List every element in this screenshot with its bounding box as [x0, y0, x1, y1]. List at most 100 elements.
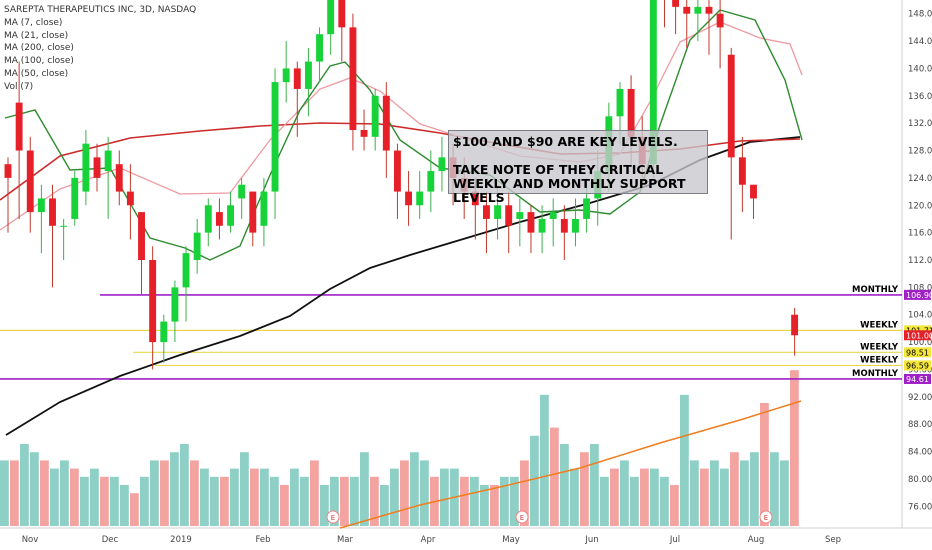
volume-bar [180, 444, 189, 526]
level-tag-text: 94.61 [906, 375, 929, 384]
chart-title: SAREPTA THERAPEUTICS INC, 3D, NASDAQ [4, 5, 197, 15]
y-tick-label: 148.00 [908, 10, 932, 20]
y-tick-label: 112.00 [908, 256, 932, 266]
candle-body [171, 287, 179, 322]
legend-ma7: MA (7, close) [4, 17, 63, 28]
volume-bar [220, 476, 229, 526]
y-tick-label: 128.00 [908, 147, 932, 157]
volume-bar [190, 460, 199, 526]
earnings-label: E [331, 514, 335, 522]
y-tick-label: 144.00 [908, 37, 932, 47]
y-tick-label: 84.00 [908, 448, 932, 458]
earnings-marker [326, 510, 340, 524]
level-label: WEEKLY [860, 320, 899, 330]
current-price-tag [904, 330, 931, 341]
candle-body [416, 191, 424, 206]
volume-bar [590, 444, 599, 526]
volume-bar [260, 468, 269, 526]
candle-body [282, 68, 290, 83]
volume-bar [720, 468, 729, 526]
candle-body [349, 27, 357, 130]
legend-ma50: MA (50, close) [4, 68, 69, 79]
candle-body [750, 184, 757, 199]
candle-body [26, 150, 34, 213]
candle-body [215, 212, 223, 226]
candle-body [705, 6, 713, 14]
candle-body [193, 232, 201, 260]
level-tag [904, 347, 931, 358]
y-tick-label: 80.00 [908, 475, 932, 485]
volume-bar [10, 460, 19, 526]
candle-body [483, 205, 490, 219]
x-tick-label: Nov [22, 535, 39, 545]
y-tick-label: 76.00 [908, 502, 932, 512]
level-tag [904, 360, 931, 371]
volume-bar [580, 452, 589, 526]
volume-bar [600, 476, 609, 526]
x-tick-label: Sep [825, 535, 841, 545]
x-tick-label: 2019 [170, 535, 192, 545]
volume-bar [510, 476, 519, 526]
candle-body [405, 191, 413, 206]
volume-bar [540, 394, 549, 526]
volume-bar [780, 460, 789, 526]
volume-bar [620, 460, 629, 526]
volume-bar [770, 452, 779, 526]
candle-body [149, 260, 157, 343]
candle-body [360, 130, 368, 137]
volume-bar [290, 468, 299, 526]
volume-bar [80, 476, 89, 526]
candle-body [60, 225, 68, 227]
earnings-label: E [764, 514, 768, 522]
volume-bar [280, 485, 289, 526]
volume-bar [100, 476, 109, 526]
earnings-marker [759, 510, 773, 524]
candle-body [791, 314, 799, 336]
candle-body [238, 184, 246, 199]
candle-body [627, 88, 635, 137]
candle-body [93, 157, 101, 178]
y-tick-label: 108.00 [908, 283, 932, 293]
volume-bar [150, 460, 159, 526]
volume-bar [240, 452, 249, 526]
y-tick-label: 120.00 [908, 201, 932, 211]
y-tick-label: 140.00 [908, 64, 932, 74]
level-tag [904, 373, 931, 384]
candle-body [160, 321, 168, 343]
candle-body [583, 198, 591, 219]
volume-bar [130, 493, 139, 526]
volume-bar [120, 485, 129, 526]
level-label: MONTHLY [852, 369, 899, 379]
y-tick-label: 96.00 [908, 365, 932, 375]
x-tick-label: Jul [669, 535, 680, 545]
volume-bar [650, 468, 659, 526]
level-tag [904, 289, 931, 300]
volume-bar [50, 468, 59, 526]
volume-bar [350, 476, 359, 526]
volume-bar [660, 476, 669, 526]
level-tag-text: 98.51 [906, 348, 929, 357]
volume-bar [320, 485, 329, 526]
volume-bar [420, 460, 429, 526]
candle-body [538, 218, 546, 233]
candle-body [327, 0, 335, 35]
volume-bar [570, 468, 579, 526]
candle-body [672, 0, 680, 7]
candle-body [316, 34, 323, 62]
volume-ma-line [339, 400, 802, 529]
volume-bar [700, 468, 709, 526]
candle-body [494, 205, 502, 219]
x-tick-label: May [502, 535, 520, 545]
candle-body [427, 171, 435, 192]
volume-bar [30, 452, 39, 526]
volume-bar [670, 485, 679, 526]
x-tick-label: Jun [584, 535, 598, 545]
level-label: MONTHLY [852, 285, 899, 295]
x-tick-label: Mar [337, 535, 354, 545]
x-tick-label: Aug [748, 535, 765, 545]
volume-bar [470, 476, 479, 526]
y-tick-label: 124.00 [908, 174, 932, 184]
annotation-box[interactable]: $100 AND $90 ARE KEY LEVELS. TAKE NOTE O… [448, 130, 708, 205]
y-axis-panel [902, 0, 932, 550]
volume-bar [640, 468, 649, 526]
